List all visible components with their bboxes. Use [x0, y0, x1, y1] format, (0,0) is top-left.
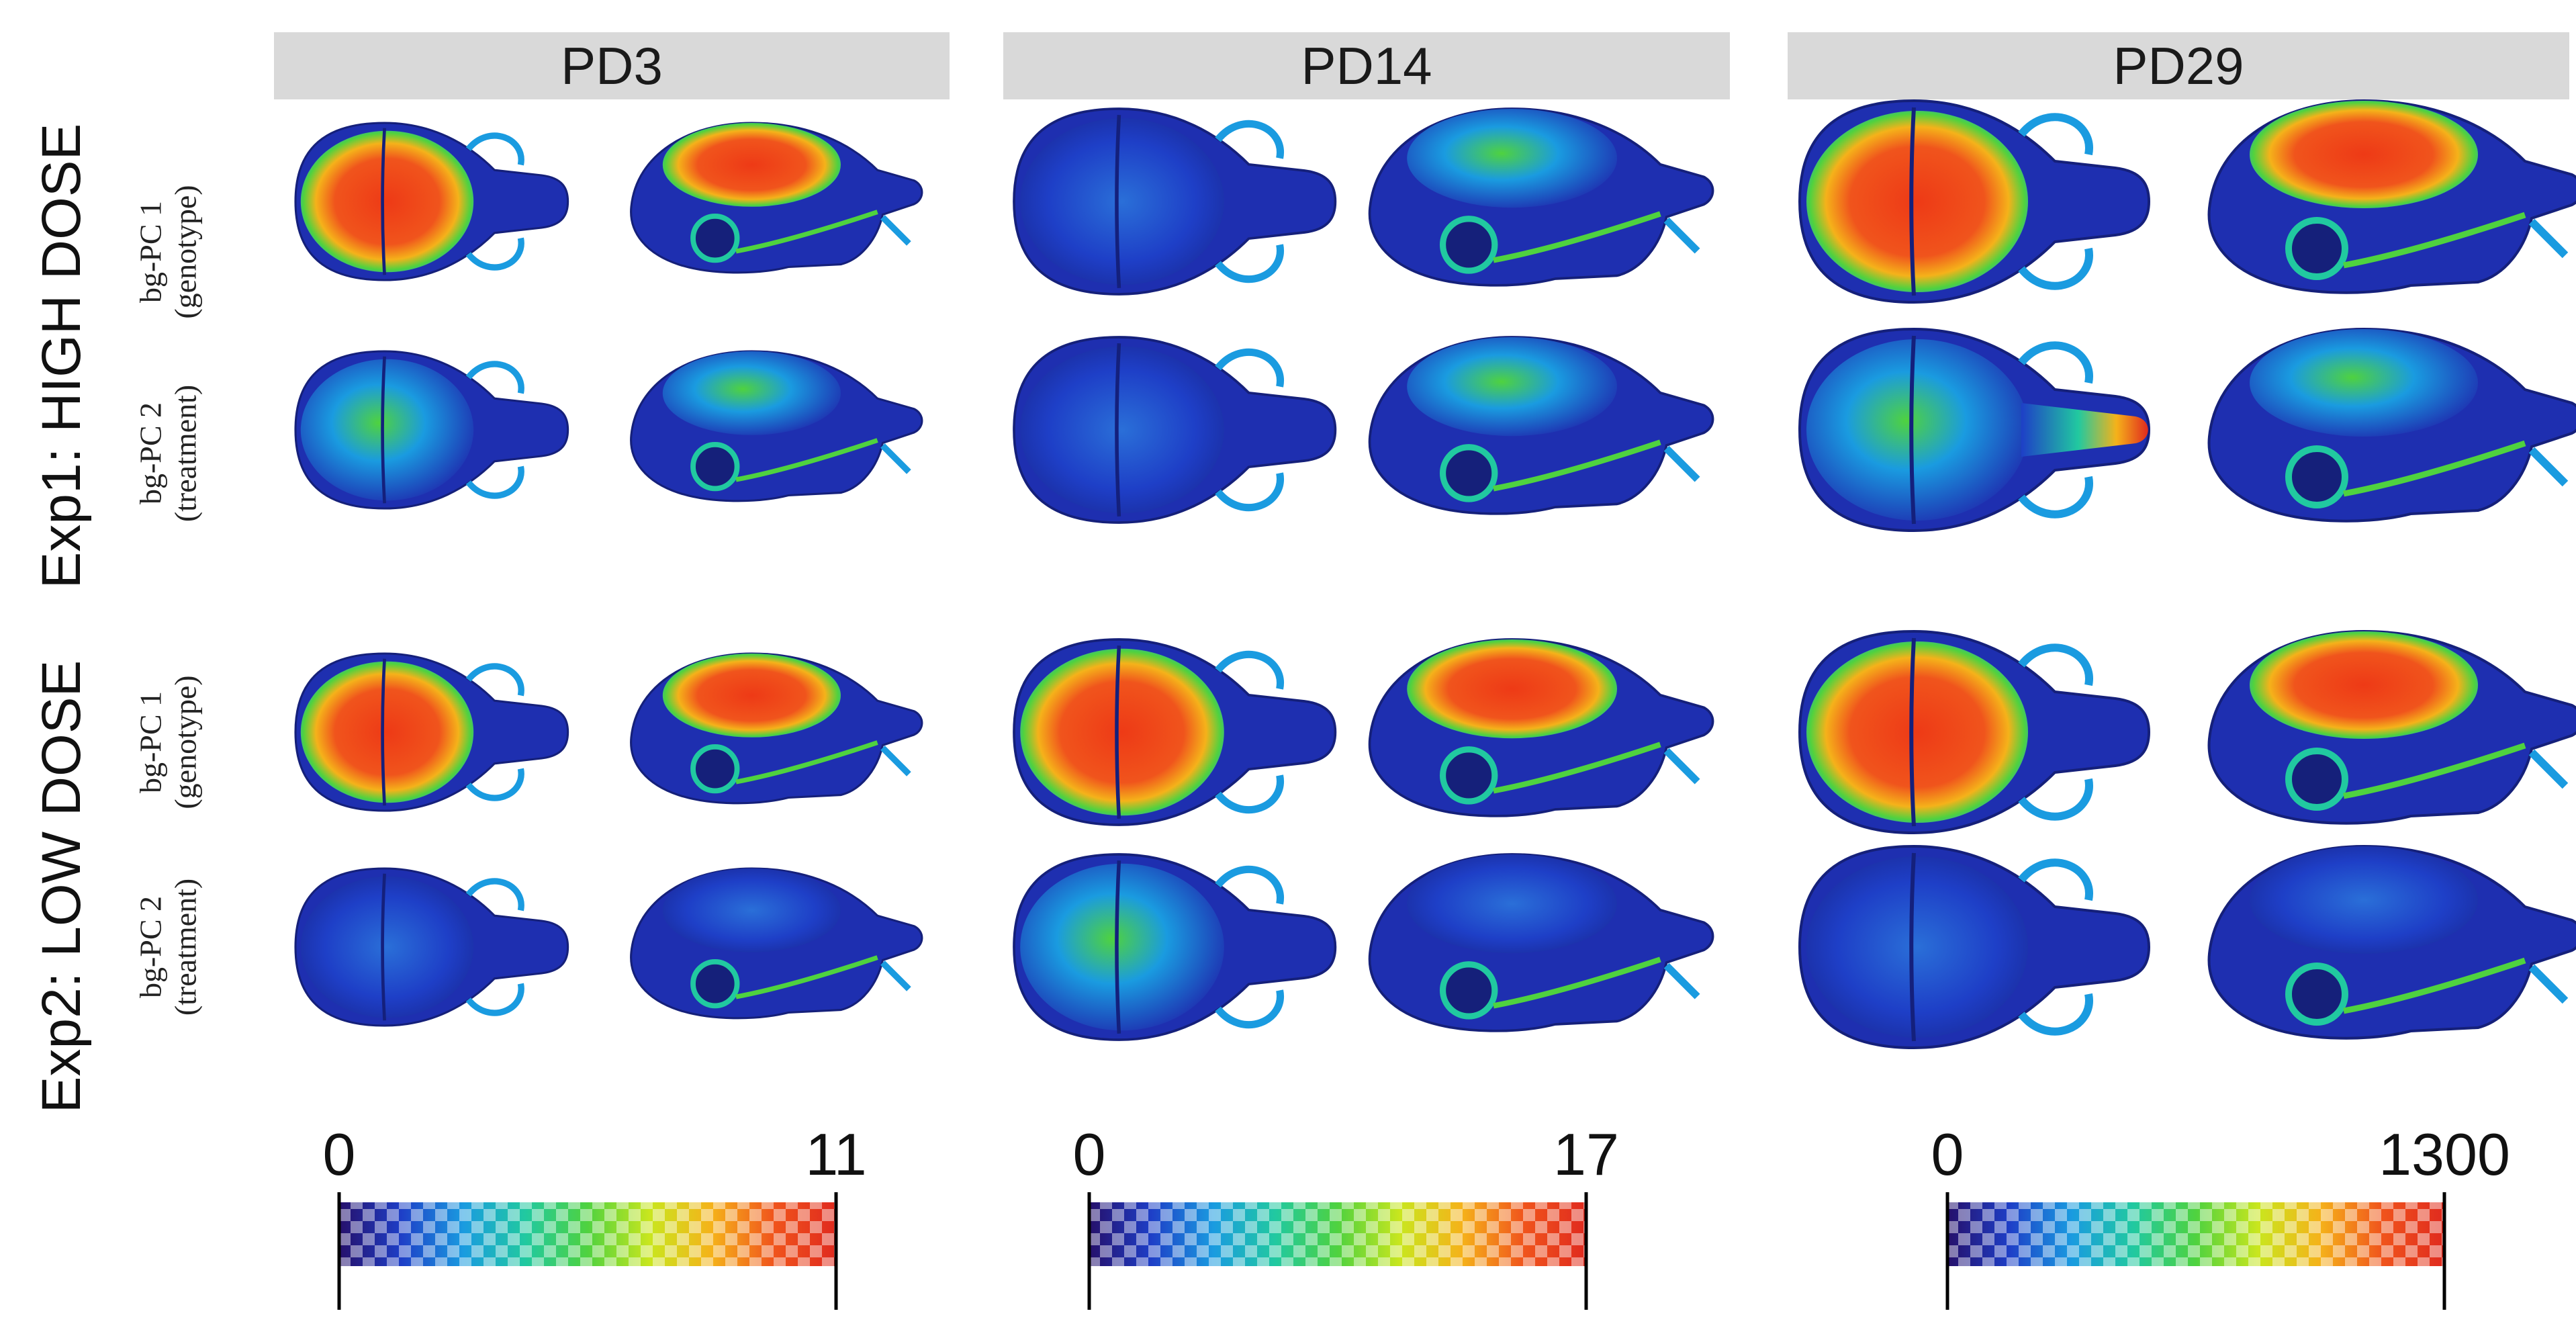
row-label-exp2-pc1: bg-PC 1 (genotype): [133, 675, 202, 809]
skull-lateral-exp1-pc2-pd3: [630, 350, 923, 502]
skull-dorsal-exp2-pc1-pd14: [1013, 638, 1337, 826]
skull-dorsal-exp2-pc2-pd29: [1798, 844, 2151, 1050]
row-label-exp1-pc1: bg-PC 1 (genotype): [133, 185, 202, 318]
pc-sub: (genotype): [168, 675, 202, 809]
pc-name: bg-PC 1: [133, 200, 168, 304]
colorbar-pd3-min: 0: [322, 1121, 356, 1188]
experiment-label-low-dose: Exp2: LOW DOSE: [31, 660, 92, 1114]
skull-heatmap-grid: [294, 99, 2576, 1050]
skull-lateral-exp2-pc2-pd14: [1368, 853, 1714, 1032]
column-header-pd3: PD3: [274, 32, 950, 99]
colorbar-pd29: [1945, 1192, 2446, 1310]
skull-dorsal-exp2-pc1-pd29: [1798, 629, 2151, 835]
row-label-exp1-pc2: bg-PC 2 (treatment): [133, 385, 202, 522]
skull-lateral-exp1-pc1-pd3: [630, 122, 923, 274]
pc-sub: (genotype): [168, 185, 202, 319]
column-header-pd29: PD29: [1788, 32, 2569, 99]
skull-lateral-exp1-pc2-pd14: [1368, 336, 1714, 515]
colorbar-pd14-min: 0: [1072, 1121, 1106, 1188]
row-label-exp2-pc2: bg-PC 2 (treatment): [133, 879, 202, 1016]
colorbar-pd3-max: 11: [805, 1121, 867, 1188]
colorbar-group: [337, 1192, 2446, 1310]
skull-dorsal-exp1-pc2-pd14: [1013, 336, 1337, 524]
skull-lateral-exp2-pc2-pd3: [630, 867, 923, 1020]
pc-name: bg-PC 2: [133, 402, 168, 505]
pc-name: bg-PC 1: [133, 690, 168, 794]
skull-dorsal-exp2-pc2-pd3: [294, 867, 569, 1027]
pc-sub: (treatment): [168, 878, 202, 1016]
skull-dorsal-exp1-pc2-pd29: [1798, 327, 2151, 533]
skull-dorsal-exp1-pc1-pd29: [1798, 99, 2151, 304]
skull-dorsal-exp2-pc1-pd3: [294, 652, 569, 812]
skull-lateral-exp2-pc1-pd29: [2207, 629, 2576, 825]
skull-lateral-exp2-pc2-pd29: [2207, 844, 2576, 1040]
skull-dorsal-exp2-pc2-pd14: [1013, 853, 1337, 1041]
colorbar-pd14-max: 17: [1553, 1121, 1619, 1188]
skull-lateral-exp1-pc1-pd29: [2207, 99, 2576, 294]
skull-dorsal-exp1-pc1-pd14: [1013, 107, 1337, 296]
skull-lateral-exp2-pc1-pd14: [1368, 638, 1714, 817]
colorbar-pd29-max: 1300: [2379, 1121, 2510, 1188]
pc-sub: (treatment): [168, 384, 202, 523]
skull-dorsal-exp1-pc1-pd3: [294, 122, 569, 281]
pc-name: bg-PC 2: [133, 895, 168, 999]
skull-dorsal-exp1-pc2-pd3: [294, 350, 569, 510]
skull-lateral-exp1-pc1-pd14: [1368, 107, 1714, 287]
colorbar-pd14: [1087, 1192, 1588, 1310]
skull-lateral-exp2-pc1-pd3: [630, 652, 923, 805]
skull-lateral-exp1-pc2-pd29: [2207, 327, 2576, 523]
experiment-label-high-dose: Exp1: HIGH DOSE: [31, 123, 92, 589]
column-header-pd14: PD14: [1003, 32, 1730, 99]
colorbar-pd29-min: 0: [1931, 1121, 1964, 1188]
colorbar-pd3: [337, 1192, 838, 1310]
